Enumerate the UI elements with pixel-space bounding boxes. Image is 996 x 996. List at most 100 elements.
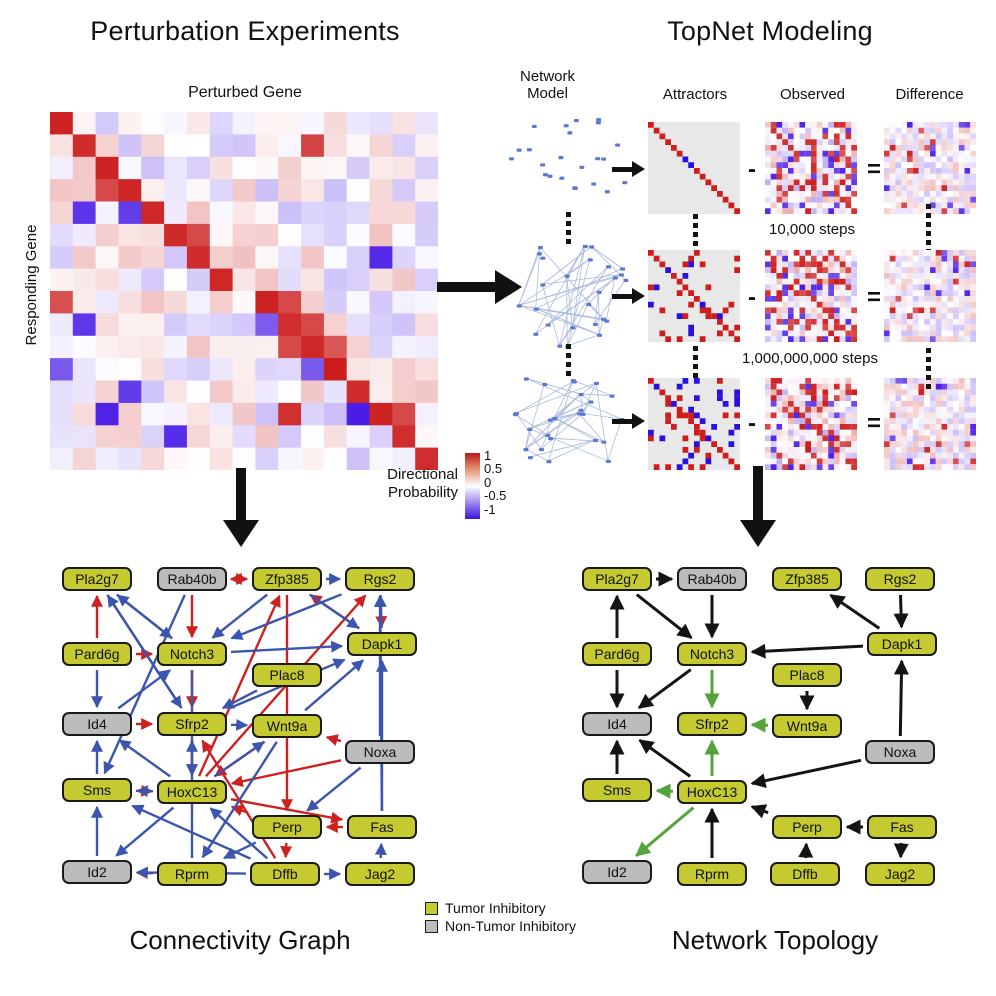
topology-node-id2: Id2 — [582, 860, 652, 884]
non-tumor-swatch-icon — [425, 919, 438, 933]
arrow-model3-head — [632, 413, 645, 429]
topology-node-zfp385: Zfp385 — [772, 567, 842, 591]
steps-label-1: 10,000 steps — [769, 221, 855, 238]
topology-node-perp: Perp — [772, 815, 842, 839]
topology-node-notch3: Notch3 — [677, 642, 747, 666]
topology-node-rprm: Rprm — [677, 862, 747, 886]
colorbar-tick-0: 0 — [484, 475, 492, 490]
difference-matrix-3 — [884, 378, 976, 470]
topology-node-pla2g7: Pla2g7 — [582, 567, 652, 591]
topology-node-sfrp2: Sfrp2 — [677, 712, 747, 736]
connectivity-node-id2: Id2 — [62, 860, 132, 884]
difference-matrix-1 — [884, 122, 976, 214]
legend: Tumor Inhibitory Non-Tumor Inhibitory — [425, 899, 576, 935]
connectivity-node-pard6g: Pard6g — [62, 642, 132, 666]
heatmap-xlabel: Perturbed Gene — [188, 84, 302, 101]
perturbation-title: Perturbation Experiments — [90, 16, 400, 46]
topology-node-dffb: Dffb — [770, 862, 840, 886]
topology-node-pard6g: Pard6g — [582, 642, 652, 666]
topology-node-rab40b: Rab40b — [677, 567, 747, 591]
arrow-to-topology-shaft — [753, 466, 763, 520]
heatmap-ylabel: Responding Gene — [23, 224, 40, 346]
perturbation-heatmap — [50, 112, 438, 470]
legend-item-tumor: Tumor Inhibitory — [425, 899, 576, 917]
difference-matrix-2 — [884, 250, 976, 342]
tumor-swatch-icon — [425, 901, 438, 915]
colorbar-tick-1: 1 — [484, 448, 492, 463]
topology-node-noxa: Noxa — [865, 740, 935, 764]
dotted-line — [693, 214, 698, 250]
legend-label-non-tumor: Non-Tumor Inhibitory — [445, 918, 576, 934]
connectivity-node-plac8: Plac8 — [252, 663, 322, 687]
colorbar-label: Directional Probability — [387, 466, 458, 501]
connectivity-node-pla2g7: Pla2g7 — [62, 567, 132, 591]
topology-node-dapk1: Dapk1 — [867, 632, 937, 656]
attractor-matrix-3 — [648, 378, 740, 470]
arrow-model2-head — [632, 288, 645, 304]
legend-label-tumor: Tumor Inhibitory — [445, 900, 546, 916]
dotted-line — [566, 344, 571, 380]
observed-matrix-3 — [765, 378, 857, 470]
attractor-matrix-2 — [648, 250, 740, 342]
connectivity-node-hoxc13: HoxC13 — [157, 780, 227, 804]
arrow-to-connectivity-head — [223, 520, 259, 547]
col-difference: Difference — [895, 86, 964, 103]
dotted-line — [926, 348, 931, 390]
dotted-line — [566, 212, 571, 248]
colorbar-tick-m05: -0.5 — [484, 488, 507, 503]
connectivity-node-perp: Perp — [252, 815, 322, 839]
colorbar-tick-m1: -1 — [484, 502, 496, 517]
connectivity-node-noxa: Noxa — [345, 740, 415, 764]
connectivity-node-dapk1: Dapk1 — [347, 632, 417, 656]
connectivity-node-zfp385: Zfp385 — [252, 567, 322, 591]
arrow-heatmap-to-topnet-head — [495, 270, 522, 304]
topology-node-wnt9a: Wnt9a — [772, 714, 842, 738]
arrow-model1-head — [632, 161, 645, 177]
connectivity-node-id4: Id4 — [62, 712, 132, 736]
topology-title: Network Topology — [671, 925, 879, 955]
col-observed: Observed — [779, 86, 846, 103]
arrow-to-topology-head — [740, 520, 776, 547]
connectivity-title: Connectivity Graph — [129, 925, 351, 955]
connectivity-node-rprm: Rprm — [157, 862, 227, 886]
arrow-model3-shaft — [612, 419, 632, 424]
topnet-title: TopNet Modeling — [667, 16, 873, 46]
arrow-heatmap-to-topnet-shaft — [437, 282, 495, 292]
topology-node-jag2: Jag2 — [865, 862, 935, 886]
colorbar-tick-05: 0.5 — [484, 461, 503, 476]
dotted-line — [693, 346, 698, 380]
network-model-2 — [516, 244, 629, 349]
dotted-line — [926, 204, 931, 250]
connectivity-node-sms: Sms — [62, 778, 132, 802]
arrow-to-connectivity-shaft — [236, 468, 246, 520]
arrow-model2-shaft — [612, 294, 632, 299]
connectivity-node-fas: Fas — [347, 815, 417, 839]
arrow-model1-shaft — [612, 167, 632, 172]
topology-node-hoxc13: HoxC13 — [677, 780, 747, 804]
minus-sign-2: - — [748, 284, 756, 311]
attractor-matrix-1 — [648, 122, 740, 214]
connectivity-node-notch3: Notch3 — [157, 642, 227, 666]
observed-matrix-2 — [765, 250, 857, 342]
connectivity-node-wnt9a: Wnt9a — [252, 714, 322, 738]
topology-node-sms: Sms — [582, 778, 652, 802]
minus-sign-1: - — [748, 156, 756, 183]
connectivity-node-rgs2: Rgs2 — [345, 567, 415, 591]
topology-node-plac8: Plac8 — [772, 663, 842, 687]
topology-node-id4: Id4 — [582, 712, 652, 736]
network-model-1 — [509, 118, 628, 194]
connectivity-node-rab40b: Rab40b — [157, 567, 227, 591]
connectivity-node-dffb: Dffb — [250, 862, 320, 886]
minus-sign-3: - — [748, 410, 756, 437]
equals-sign-3: = — [866, 410, 881, 437]
connectivity-node-sfrp2: Sfrp2 — [157, 712, 227, 736]
col-attractors: Attractors — [662, 86, 728, 103]
equals-sign-2: = — [866, 284, 881, 311]
observed-matrix-1 — [765, 122, 857, 214]
connectivity-node-jag2: Jag2 — [345, 862, 415, 886]
network-model-3 — [512, 377, 625, 464]
steps-label-2: 1,000,000,000 steps — [742, 350, 878, 367]
legend-item-non-tumor: Non-Tumor Inhibitory — [425, 917, 576, 935]
topology-node-rgs2: Rgs2 — [865, 567, 935, 591]
